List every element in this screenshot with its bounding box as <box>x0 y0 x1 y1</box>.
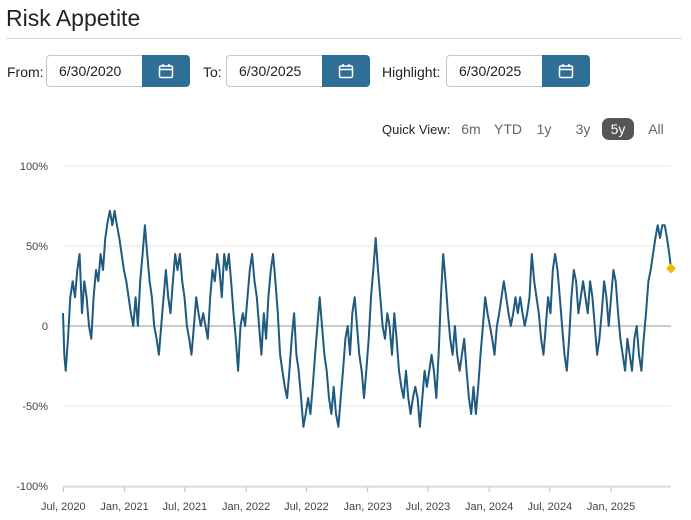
quick-view-label: Quick View: <box>382 122 451 137</box>
series-line <box>62 209 672 428</box>
y-tick-label: 0 <box>42 321 48 333</box>
x-tick-label: Jan, 2024 <box>465 501 513 513</box>
y-tick-label: 50% <box>26 241 48 253</box>
from-date-input[interactable]: 6/30/2020 <box>46 55 142 87</box>
highlight-label: Highlight: <box>382 64 441 80</box>
quick-view-all[interactable]: All <box>648 121 664 137</box>
calendar-icon <box>158 64 174 79</box>
y-tick-label: -100% <box>16 481 48 493</box>
quick-view-1y[interactable]: 1y <box>536 121 552 137</box>
calendar-icon <box>338 64 354 79</box>
quick-view-ytd[interactable]: YTD <box>494 121 522 137</box>
quick-view-5y[interactable]: 5y <box>602 118 634 140</box>
risk-appetite-chart: 100% 50% 0 -50% -100% Jul, 2020 Jan, 2021 Jul, … <box>16 161 676 513</box>
x-tick-label: Jan, 2022 <box>222 501 270 513</box>
x-tick-label: Jul, 2021 <box>163 501 208 513</box>
y-tick-label: -50% <box>22 401 48 413</box>
highlight-date-input[interactable]: 6/30/2025 <box>446 55 542 87</box>
x-tick-label: Jan, 2025 <box>587 501 635 513</box>
x-tick-label: Jan, 2023 <box>344 501 392 513</box>
y-tick-label: 100% <box>20 161 48 173</box>
to-calendar-button[interactable] <box>322 55 370 87</box>
to-date-input[interactable]: 6/30/2025 <box>226 55 322 87</box>
title-divider <box>6 38 682 39</box>
highlight-calendar-button[interactable] <box>542 55 590 87</box>
x-tick-label: Jul, 2022 <box>284 501 329 513</box>
page-title: Risk Appetite <box>6 5 141 31</box>
quick-view-6m[interactable]: 6m <box>461 121 481 137</box>
to-label: To: <box>203 64 222 80</box>
quick-view-3y[interactable]: 3y <box>575 121 591 137</box>
from-calendar-button[interactable] <box>142 55 190 87</box>
highlight-marker <box>666 263 676 274</box>
calendar-icon <box>558 64 574 79</box>
x-tick-label: Jul, 2024 <box>527 501 572 513</box>
x-tick-label: Jul, 2020 <box>41 501 86 513</box>
from-label: From: <box>7 64 44 80</box>
x-tick-label: Jul, 2023 <box>406 501 451 513</box>
x-tick-label: Jan, 2021 <box>100 501 148 513</box>
